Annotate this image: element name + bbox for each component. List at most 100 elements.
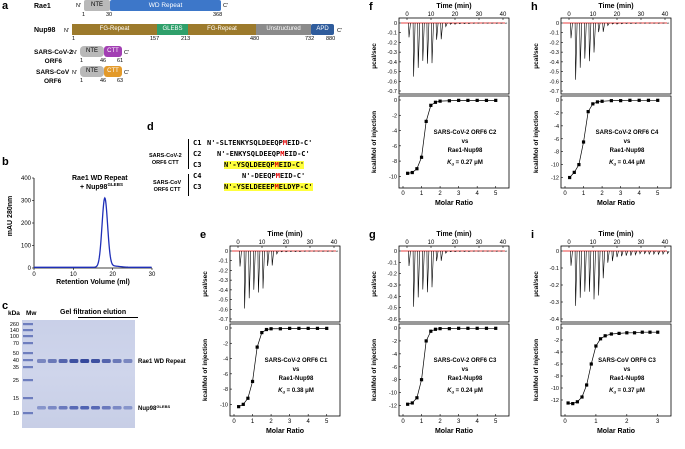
itc-xtick: 0 (563, 191, 567, 197)
itc-bot-ytick: -10 (220, 402, 228, 408)
itc-top-ylabel: μcal/sec (371, 271, 378, 297)
itc-xtick: 1 (420, 419, 424, 425)
peptide-sequence: N'-ENKYSQLDEEQPMEID-C' (217, 150, 310, 158)
sequence-segment: EID-C' (287, 139, 313, 147)
itc-injection-spike (266, 250, 270, 266)
gel-marker-label: 140 (10, 328, 19, 334)
itc-data-point (447, 327, 451, 331)
itc-xtick: 1 (420, 191, 424, 197)
itc-bot-ytick: 0 (225, 326, 228, 332)
itc-top-ytick: -0.3 (550, 50, 559, 56)
gel-marker-band (23, 342, 33, 345)
itc-time-label: Time (min) (436, 231, 471, 238)
itc-injection-spike (630, 22, 633, 24)
itc-top-ytick: -0.7 (219, 317, 228, 323)
itc-injection-spike (630, 250, 633, 256)
gel-rae1-band (91, 359, 100, 363)
gel-marker-band (23, 366, 33, 369)
sars2-orf6-name: SARS-CoV-2 ORF6 (34, 49, 73, 65)
itc-data-point (566, 401, 570, 405)
itc-data-point (457, 98, 461, 102)
itc-injection-spike (449, 250, 453, 253)
itc-bot-ytick: 0 (394, 326, 397, 332)
itc-data-point (466, 98, 470, 102)
gel-nup98-band (91, 406, 100, 410)
peptide-id: C3 (193, 161, 202, 169)
itc-injection-spike (653, 250, 656, 256)
itc-bot-ytick: -2 (392, 113, 397, 119)
sars2-orf6-ctt: CTT (104, 46, 122, 57)
group-sars-label: SARS-CoV ORF6 CTT (153, 180, 182, 193)
itc-data-point (433, 327, 438, 331)
chrom-ytick: 0 (28, 266, 32, 272)
itc-data-point (297, 326, 301, 330)
sars2-orf6-n-terminus: N' (72, 50, 78, 56)
itc-xtick: 4 (476, 191, 480, 197)
itc-bot-ytick: -2 (554, 338, 559, 344)
itc-bot-ytick: -6 (554, 137, 559, 143)
itc-data-point (419, 155, 424, 159)
itc-binding-isotherm-frame (398, 323, 510, 417)
itc-top-ytick: -0.4 (550, 60, 559, 66)
itc-vs-label: vs (462, 367, 469, 373)
itc-bot-ytick: -6 (392, 365, 397, 371)
itc-time-tick: 20 (452, 240, 459, 246)
itc-panel-letter: i (531, 229, 534, 241)
methionine-residue: M (274, 183, 279, 191)
group1-bracket (188, 139, 189, 169)
itc-top-ytick: 0 (394, 21, 397, 27)
itc-fit-curve (568, 331, 658, 404)
itc-data-point (447, 99, 451, 103)
nup98-tick-213: 213 (181, 36, 191, 42)
itc-data-point (609, 332, 613, 336)
rae1-c-terminus: C' (223, 3, 229, 9)
itc-data-point (572, 170, 576, 174)
gel-rae1-band (80, 359, 90, 363)
itc-data-point (269, 327, 273, 331)
itc-ligand-label: SARS-CoV-2 ORF6 C3 (434, 358, 497, 364)
itc-injection-spike (458, 22, 462, 25)
itc-data-point (264, 327, 269, 332)
itc-time-tick: 0 (405, 12, 409, 18)
itc-top-ytick: -0.7 (388, 89, 397, 95)
itc-injection-spike (643, 250, 647, 255)
itc-data-point (255, 345, 259, 349)
gel-marker-band (23, 397, 33, 400)
itc-time-tick: 20 (614, 12, 621, 18)
gel-rae1-band (112, 359, 122, 363)
itc-bot-ytick: -10 (551, 386, 559, 392)
itc-time-label: Time (min) (598, 3, 633, 10)
sars-orf6-name: SARS-CoV ORF6 (36, 69, 70, 85)
itc-ligand-label: SARS-CoV-2 ORF6 C4 (596, 130, 659, 136)
methionine-residue: M (274, 161, 279, 169)
chrom-xlabel: Retention Volume (ml) (56, 279, 130, 286)
gel-marker-band (23, 323, 33, 326)
itc-data-point (410, 401, 414, 405)
itc-time-tick: 20 (283, 240, 290, 246)
itc-xtick: 5 (656, 191, 660, 197)
itc-injection-spike (597, 250, 601, 296)
itc-xlabel: Molar Ratio (435, 428, 473, 435)
gel-nup98-band (123, 406, 133, 410)
methionine-residue: M (282, 139, 288, 147)
itc-injection-spike (666, 250, 670, 255)
itc-panel-f: f Time (min)0 10 20 30 400-0.1-0.2-0.3-0.4-0.… (369, 1, 510, 207)
peptide-row: C4 N'-DEEQPMEID-C' (193, 171, 313, 182)
gel-marker-band (23, 412, 33, 415)
itc-xtick: 1 (251, 419, 255, 425)
itc-injection-spike (408, 22, 411, 38)
itc-injection-spike (445, 250, 448, 254)
nup98-tick-732: 732 (305, 36, 315, 42)
itc-time-tick: 20 (452, 12, 459, 18)
rae1-tick-1: 1 (82, 12, 86, 18)
itc-xtick: 2 (438, 191, 442, 197)
itc-data-point (648, 330, 652, 334)
group-sars2-label: SARS-CoV-2 ORF6 CTT (149, 153, 182, 166)
gel-marker-label: 10 (13, 411, 19, 417)
itc-bot-ytick: -10 (389, 174, 397, 180)
itc-time-tick: 40 (331, 240, 338, 246)
itc-receptor-label: Rae1-Nup98 (610, 376, 645, 382)
nup98-c-terminus: C' (337, 28, 343, 34)
gel-nup98-band (58, 406, 68, 410)
